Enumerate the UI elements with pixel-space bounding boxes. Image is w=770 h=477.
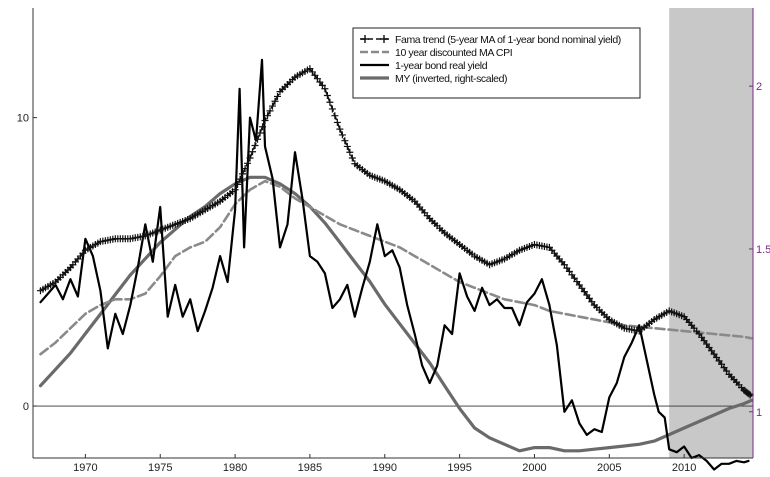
x-tick-label: 1985 xyxy=(298,462,322,474)
legend-item: MY (inverted, right-scaled) xyxy=(360,73,508,85)
marker-plus xyxy=(346,148,354,156)
marker-plus xyxy=(326,98,334,106)
y-tick-label: 10 xyxy=(17,113,29,125)
shaded-region xyxy=(669,8,753,458)
legend-box xyxy=(352,27,641,99)
x-tick-label: 1975 xyxy=(148,462,172,474)
marker-plus xyxy=(259,123,267,131)
marker-plus xyxy=(254,135,262,143)
legend-label: 1-year bond real yield xyxy=(395,60,488,72)
legend-item: 10 year discounted MA CPI xyxy=(360,47,513,59)
x-tick-label: 2000 xyxy=(522,462,546,474)
x-tick-label: 1970 xyxy=(73,462,97,474)
legend-label: Fama trend (5-year MA of 1-year bond nom… xyxy=(395,34,621,46)
marker-plus xyxy=(328,105,336,113)
series-layer xyxy=(36,58,754,471)
marker-plus xyxy=(239,170,247,178)
x-tick-label: 2005 xyxy=(597,462,621,474)
marker-plus xyxy=(338,131,346,139)
marker-plus xyxy=(341,137,349,145)
legend-marker-plus xyxy=(380,35,388,43)
y2-tick-label: 1.5 xyxy=(756,244,770,256)
marker-plus xyxy=(234,180,242,188)
y2-tick-label: 1 xyxy=(756,407,762,419)
marker-plus xyxy=(249,148,257,156)
marker-plus xyxy=(321,85,329,93)
legend-item: Fama trend (5-year MA of 1-year bond nom… xyxy=(360,34,621,46)
legend-label: MY (inverted, right-scaled) xyxy=(395,73,507,85)
marker-plus xyxy=(266,107,274,115)
marker-plus xyxy=(331,112,339,120)
legend-marker-plus xyxy=(361,35,369,43)
x-tick-label: 1980 xyxy=(223,462,247,474)
marker-plus xyxy=(323,92,331,99)
series-line-2 xyxy=(39,179,753,356)
marker-plus xyxy=(269,102,277,110)
marker-plus xyxy=(251,142,259,149)
axes-layer: 1970 1975 1980 1985 1990 1995 2000 2005 2010 0 10 1… xyxy=(17,8,770,474)
marker-plus xyxy=(271,97,279,105)
marker-plus xyxy=(261,117,269,124)
marker-plus xyxy=(236,175,244,183)
marker-plus xyxy=(333,118,341,126)
x-tick-label: 1995 xyxy=(447,462,471,474)
marker-plus xyxy=(231,186,239,194)
legend-label: 10 year discounted MA CPI xyxy=(395,47,512,59)
marker-plus xyxy=(256,129,264,137)
x-tick-label: 2010 xyxy=(672,462,696,474)
marker-plus xyxy=(244,159,252,167)
x-tick-label: 1990 xyxy=(373,462,397,474)
marker-plus xyxy=(273,92,281,100)
series-line-3 xyxy=(39,58,750,471)
marker-plus xyxy=(343,142,351,150)
marker-plus xyxy=(241,165,249,173)
marker-plus xyxy=(348,154,356,162)
series-line-4 xyxy=(38,175,754,453)
legend-item: 1-year bond real yield xyxy=(360,60,488,72)
marker-plus xyxy=(264,112,272,120)
marker-plus xyxy=(246,154,254,162)
y-tick-label: 0 xyxy=(23,401,29,413)
series-markers-1 xyxy=(36,65,754,399)
marker-plus xyxy=(745,390,753,398)
legend: Fama trend (5-year MA of 1-year bond nom… xyxy=(352,27,641,99)
y2-tick-label: 2 xyxy=(756,81,762,93)
marker-plus xyxy=(336,125,344,133)
